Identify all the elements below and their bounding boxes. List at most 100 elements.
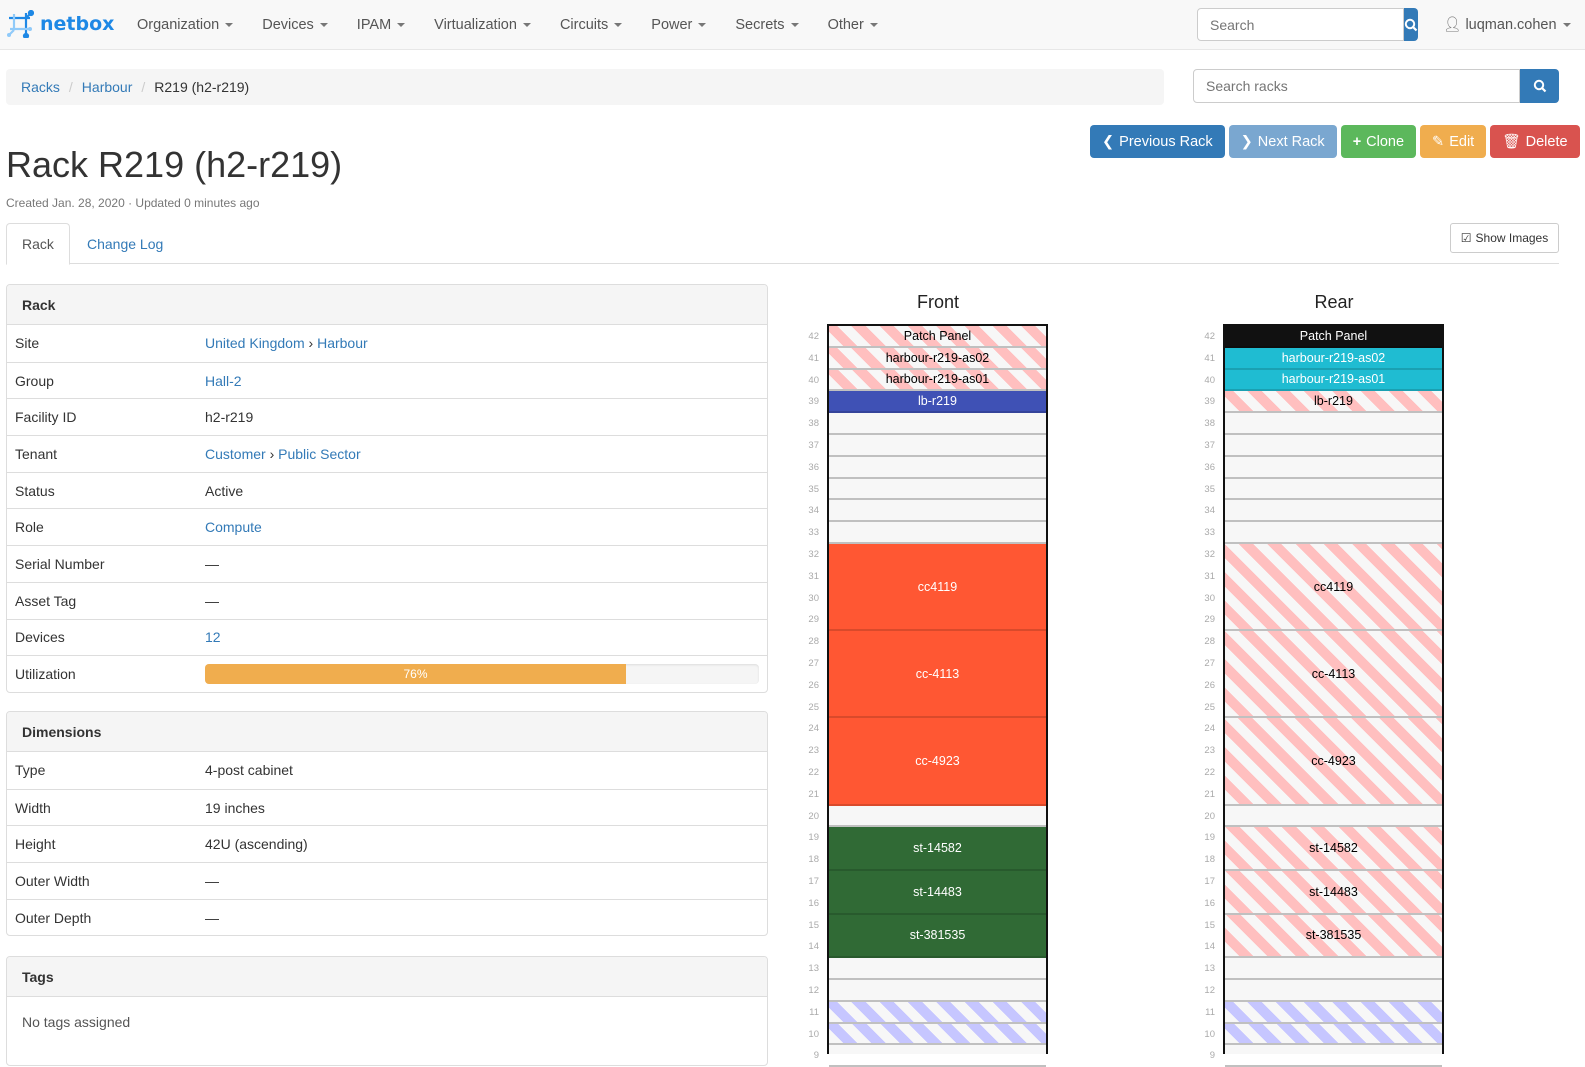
brand-name: netbox bbox=[40, 13, 115, 35]
nav-organization[interactable]: Organization bbox=[137, 17, 234, 33]
page-title: Rack R219 (h2-r219) bbox=[6, 144, 343, 185]
empty-unit[interactable] bbox=[829, 500, 1046, 523]
empty-unit[interactable] bbox=[829, 958, 1046, 980]
detail-value: 76% bbox=[205, 664, 767, 685]
device-slot[interactable]: st-14582 bbox=[829, 827, 1046, 871]
empty-unit[interactable] bbox=[1225, 1045, 1442, 1067]
detail-row: Group Hall-2 bbox=[7, 361, 767, 399]
empty-unit[interactable] bbox=[829, 1045, 1046, 1067]
empty-unit[interactable] bbox=[1225, 522, 1442, 544]
detail-link[interactable]: Public Sector bbox=[278, 445, 361, 462]
reserved-slot[interactable] bbox=[829, 1023, 1046, 1046]
tab-change-log[interactable]: Change Log bbox=[72, 223, 178, 264]
unit-number: 31 bbox=[1204, 570, 1215, 582]
netbox-logo-icon bbox=[7, 10, 34, 38]
device-slot[interactable]: harbour-r219-as02 bbox=[829, 347, 1046, 370]
device-slot[interactable]: cc-4923 bbox=[829, 718, 1046, 806]
breadcrumb-racks[interactable]: Racks bbox=[21, 79, 60, 95]
unit-number: 11 bbox=[809, 1006, 819, 1018]
detail-link[interactable]: Compute bbox=[205, 519, 262, 536]
device-slot[interactable]: cc-4113 bbox=[829, 631, 1046, 719]
device-slot[interactable]: lb-r219 bbox=[829, 391, 1046, 414]
empty-unit[interactable] bbox=[1225, 958, 1442, 980]
delete-button[interactable]: 🗑︎ Delete bbox=[1490, 125, 1580, 158]
device-slot[interactable]: st-381535 bbox=[829, 914, 1046, 959]
user-menu[interactable]: 👤︎ luqman.cohen bbox=[1443, 16, 1571, 33]
device-slot[interactable]: harbour-r219-as01 bbox=[1225, 369, 1442, 392]
empty-unit[interactable] bbox=[829, 806, 1046, 828]
tab-label: Change Log bbox=[87, 235, 164, 252]
unit-number: 37 bbox=[808, 440, 819, 451]
reserved-slot[interactable] bbox=[829, 1001, 1046, 1024]
detail-link[interactable]: United Kingdom bbox=[205, 335, 305, 352]
rack-search-button[interactable] bbox=[1520, 69, 1559, 103]
detail-row: Tenant Customer › Public Sector bbox=[7, 435, 767, 472]
device-slot[interactable]: st-14483 bbox=[1225, 871, 1442, 915]
detail-label: Serial Number bbox=[15, 555, 105, 572]
detail-link[interactable]: Customer bbox=[205, 445, 266, 462]
tab-rack[interactable]: Rack bbox=[6, 223, 70, 265]
device-slot[interactable]: Patch Panel bbox=[1225, 326, 1442, 348]
unit-number: 11 bbox=[1205, 1006, 1215, 1018]
device-slot[interactable]: st-14582 bbox=[1225, 827, 1442, 871]
unit-number: 25 bbox=[1204, 701, 1215, 713]
empty-unit[interactable] bbox=[1225, 980, 1442, 1002]
global-search-button[interactable] bbox=[1404, 8, 1418, 41]
nav-secrets[interactable]: Secrets bbox=[735, 17, 799, 33]
previous-rack-button[interactable]: ❮ Previous Rack bbox=[1090, 125, 1225, 158]
nav-label: Organization bbox=[137, 17, 220, 33]
empty-unit[interactable] bbox=[829, 980, 1046, 1002]
nav-virtualization[interactable]: Virtualization bbox=[434, 17, 531, 33]
nav-circuits[interactable]: Circuits bbox=[560, 17, 623, 33]
pencil-icon: ✎ bbox=[1432, 133, 1445, 150]
brand-logo[interactable]: netbox bbox=[6, 10, 114, 38]
empty-unit[interactable] bbox=[829, 413, 1046, 435]
empty-unit[interactable] bbox=[1225, 479, 1442, 501]
unit-number: 41 bbox=[808, 352, 819, 364]
device-slot[interactable]: cc4119 bbox=[1225, 544, 1442, 632]
empty-unit[interactable] bbox=[1225, 806, 1442, 828]
rack-search-input[interactable] bbox=[1193, 69, 1520, 103]
unit-number: 10 bbox=[1204, 1028, 1215, 1040]
nav-devices[interactable]: Devices bbox=[262, 17, 328, 33]
empty-unit[interactable] bbox=[829, 457, 1046, 479]
device-slot[interactable]: harbour-r219-as02 bbox=[1225, 347, 1442, 370]
device-slot[interactable]: st-14483 bbox=[829, 871, 1046, 915]
nav-power[interactable]: Power bbox=[651, 17, 707, 33]
caret-down-icon bbox=[698, 23, 707, 28]
detail-label: Type bbox=[15, 762, 46, 779]
device-slot[interactable]: harbour-r219-as01 bbox=[829, 369, 1046, 392]
device-slot[interactable]: lb-r219 bbox=[1225, 391, 1442, 414]
empty-unit[interactable] bbox=[829, 522, 1046, 544]
breadcrumb-site[interactable]: Harbour bbox=[81, 79, 133, 95]
button-label: Delete bbox=[1525, 133, 1568, 150]
nav-other[interactable]: Other bbox=[828, 17, 878, 33]
device-slot[interactable]: st-381535 bbox=[1225, 914, 1442, 959]
reserved-slot[interactable] bbox=[1225, 1023, 1442, 1046]
edit-button[interactable]: ✎ Edit bbox=[1420, 125, 1487, 158]
next-rack-button[interactable]: ❯ Next Rack bbox=[1228, 125, 1337, 158]
detail-link[interactable]: Hall-2 bbox=[205, 372, 242, 389]
detail-label: Facility ID bbox=[15, 409, 77, 426]
detail-label: Role bbox=[15, 519, 44, 536]
empty-unit[interactable] bbox=[1225, 435, 1442, 457]
empty-unit[interactable] bbox=[829, 479, 1046, 501]
device-slot[interactable]: cc4119 bbox=[829, 544, 1046, 632]
detail-link[interactable]: 12 bbox=[205, 629, 221, 646]
device-slot[interactable]: Patch Panel bbox=[829, 326, 1046, 348]
device-slot[interactable]: cc-4113 bbox=[1225, 631, 1442, 719]
show-images-button[interactable]: ☑ Show Images bbox=[1450, 223, 1559, 253]
empty-unit[interactable] bbox=[1225, 413, 1442, 435]
empty-unit[interactable] bbox=[829, 435, 1046, 457]
clone-button[interactable]: + Clone bbox=[1340, 125, 1417, 158]
empty-unit[interactable] bbox=[1225, 457, 1442, 479]
nav-ipam[interactable]: IPAM bbox=[357, 17, 406, 33]
detail-link[interactable]: Harbour bbox=[317, 335, 368, 352]
global-search-input[interactable] bbox=[1197, 8, 1404, 41]
unit-number: 16 bbox=[808, 897, 819, 909]
device-slot[interactable]: cc-4923 bbox=[1225, 718, 1442, 806]
detail-row: Width 19 inches bbox=[7, 788, 767, 826]
reserved-slot[interactable] bbox=[1225, 1001, 1442, 1024]
empty-unit[interactable] bbox=[1225, 500, 1442, 523]
search-icon bbox=[1404, 18, 1418, 31]
